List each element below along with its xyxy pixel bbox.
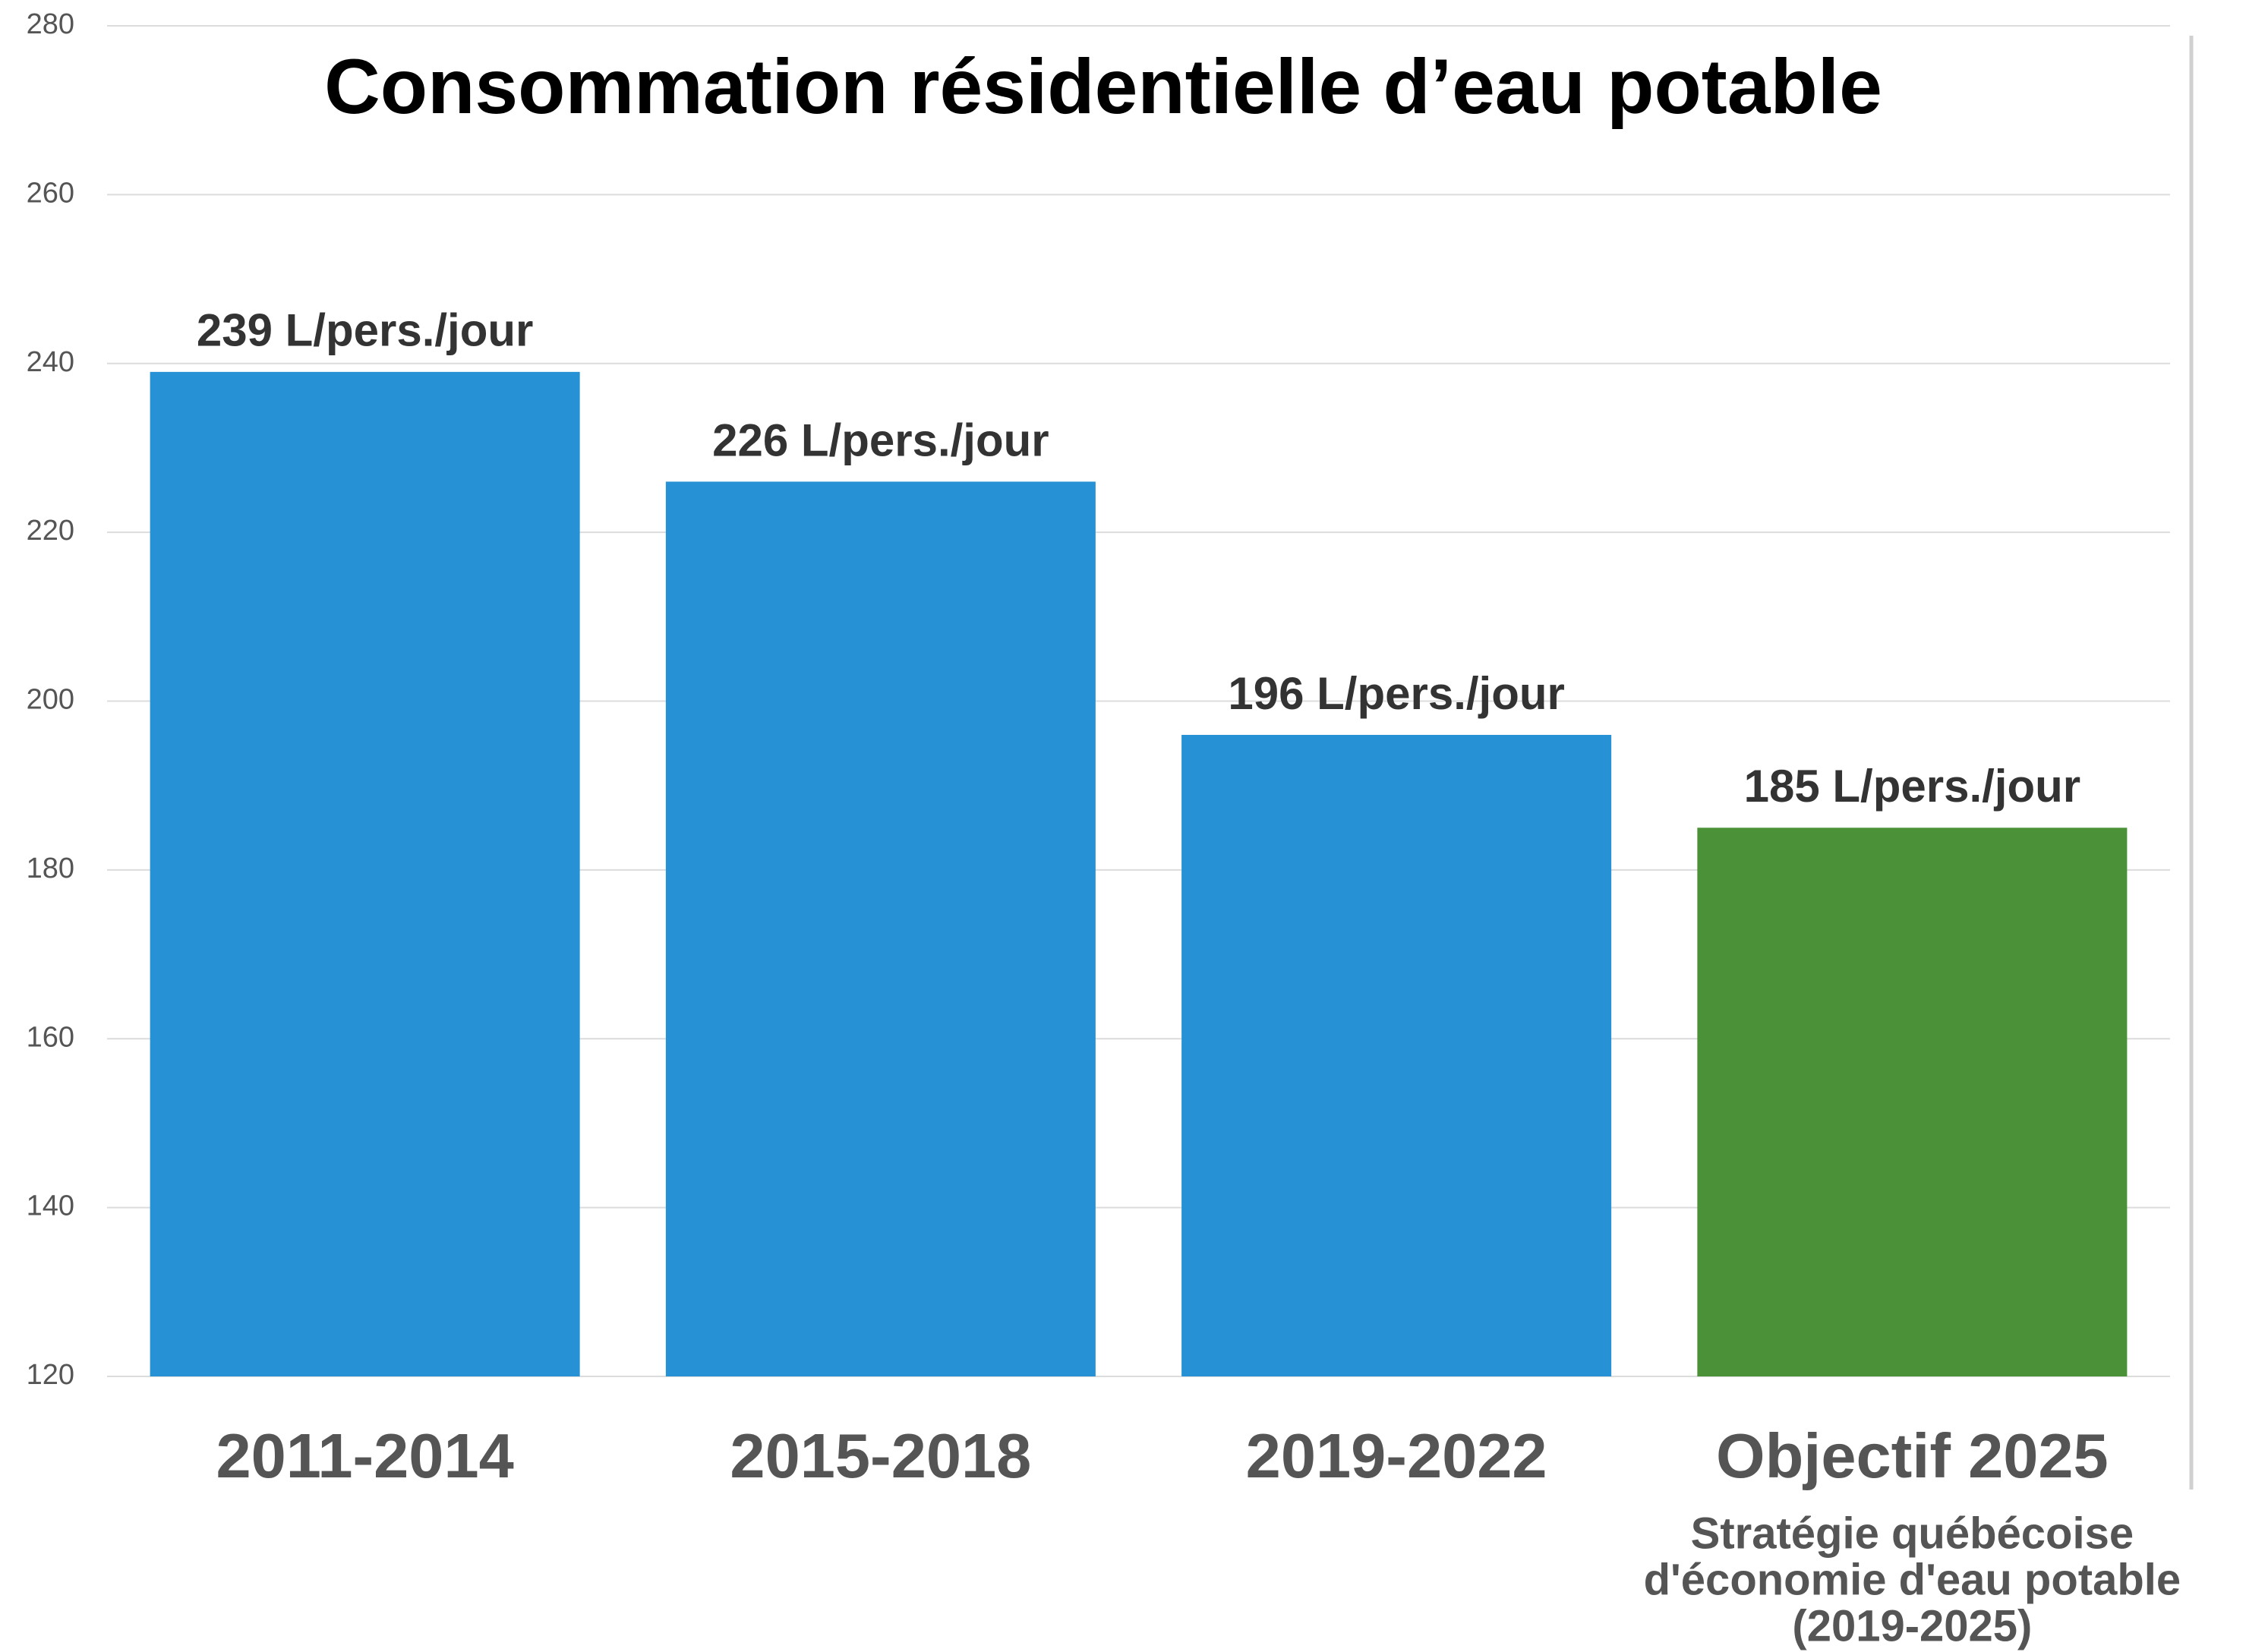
x-tick-label: 2011-2014 xyxy=(216,1420,513,1491)
annotation: d'économie d'eau potable xyxy=(1644,1555,2181,1604)
y-tick-label: 200 xyxy=(27,684,74,716)
bar xyxy=(1181,734,1612,1376)
value-label: 239 L/pers./jour xyxy=(197,305,534,356)
x-tick-label: 2019-2022 xyxy=(1246,1420,1547,1491)
y-tick-label: 240 xyxy=(27,346,74,378)
annotation: (2019-2025) xyxy=(1792,1601,2032,1650)
value-label: 226 L/pers./jour xyxy=(712,415,1049,465)
y-tick-label: 220 xyxy=(27,515,74,547)
value-label: 196 L/pers./jour xyxy=(1228,668,1565,719)
x-tick-label: Objectif 2025 xyxy=(1716,1420,2109,1491)
y-tick-label: 260 xyxy=(27,177,74,209)
bar xyxy=(665,481,1096,1376)
annotation: Stratégie québécoise xyxy=(1691,1509,2134,1558)
bar xyxy=(1697,828,2128,1376)
value-label: 185 L/pers./jour xyxy=(1744,761,2081,812)
y-tick-label: 280 xyxy=(27,8,74,40)
chart-title: Consommation résidentielle d’eau potable xyxy=(324,43,1882,130)
y-tick-label: 180 xyxy=(27,853,74,884)
y-tick-label: 120 xyxy=(27,1359,74,1391)
bar xyxy=(150,371,580,1376)
y-tick-label: 140 xyxy=(27,1190,74,1222)
x-tick-label: 2015-2018 xyxy=(730,1420,1031,1491)
y-tick-label: 160 xyxy=(27,1021,74,1053)
